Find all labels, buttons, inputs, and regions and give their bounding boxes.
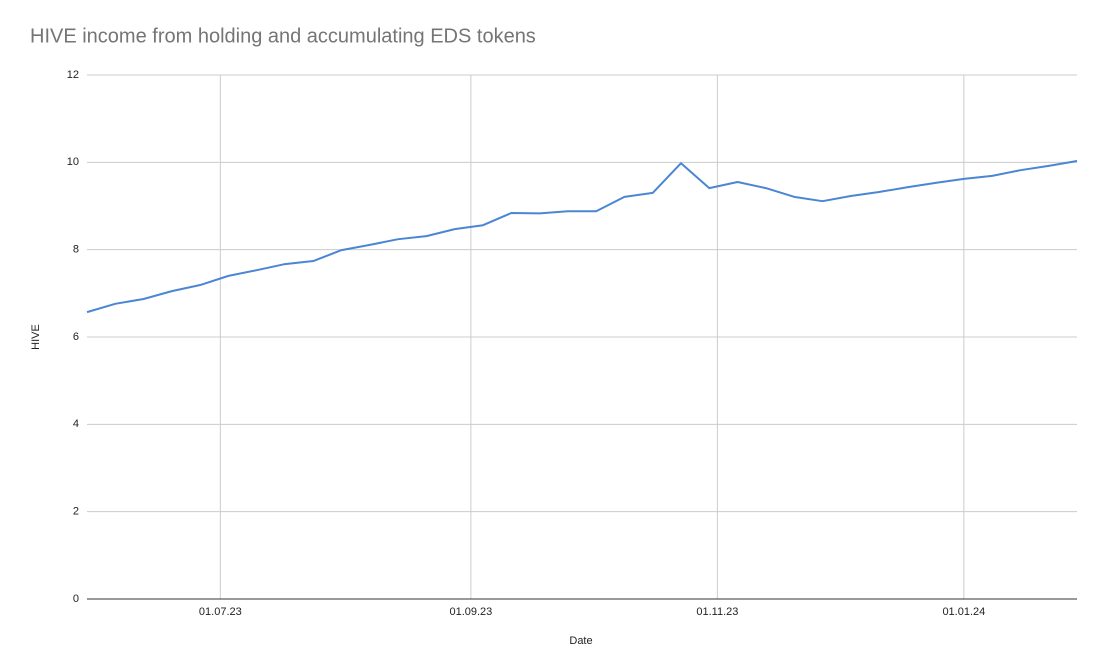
y-tick-label: 12	[67, 69, 79, 81]
y-tick-label: 6	[73, 331, 79, 343]
y-tick-label: 4	[73, 418, 79, 430]
x-tick-label: 01.01.24	[942, 606, 985, 618]
y-tick-label: 0	[73, 593, 79, 605]
line-series	[86, 160, 1078, 314]
x-tick-label: 01.09.23	[449, 606, 492, 618]
x-tick-label: 01.07.23	[199, 606, 242, 618]
y-tick-label: 10	[67, 156, 79, 168]
y-axis-label: HIVE	[30, 324, 42, 350]
x-axis-label: Date	[569, 635, 592, 647]
x-tick-label: 01.11.23	[696, 606, 738, 618]
chart-title: HIVE income from holding and accumulatin…	[30, 25, 536, 47]
y-tick-label: 2	[73, 506, 79, 518]
y-tick-label: 8	[73, 244, 79, 256]
